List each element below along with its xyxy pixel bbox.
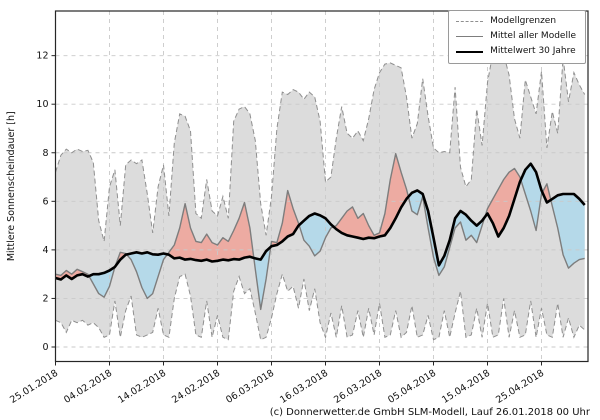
- y-tick-label: 0: [42, 342, 48, 353]
- legend: Modellgrenzen Mittel aller Modelle Mitte…: [448, 10, 586, 64]
- x-tick-label: 14.02.2018: [116, 368, 168, 406]
- x-tick-label: 05.04.2018: [386, 368, 438, 406]
- model-min-line: [55, 272, 586, 341]
- copyright-text: (c) Donnerwetter.de GmbH SLM-Modell, Lau…: [269, 407, 590, 418]
- legend-item-mittelwert-30-jahre: Mittelwert 30 Jahre: [456, 45, 576, 58]
- y-tick-label: 2: [42, 293, 48, 304]
- y-tick-label: 6: [42, 196, 48, 207]
- x-tick-label: 25.04.2018: [494, 368, 546, 406]
- above-average-fill: [484, 168, 521, 237]
- y-axis-label: Mittlere Sonnenscheindauer [h]: [6, 111, 17, 261]
- y-tick-label: 12: [36, 51, 48, 62]
- x-tick-label: 25.01.2018: [8, 368, 60, 406]
- x-tick-label: 04.02.2018: [62, 368, 114, 406]
- above-average-fill: [167, 202, 254, 262]
- below-average-fill: [520, 163, 543, 231]
- legend-item-mittel-aller-modelle: Mittel aller Modelle: [456, 30, 576, 43]
- plot-border: [54, 10, 589, 363]
- legend-item-modellgrenzen: Modellgrenzen: [456, 15, 576, 28]
- x-tick-label: 26.03.2018: [332, 368, 384, 406]
- gray-line-icon: [456, 36, 484, 37]
- y-tick-label: 8: [42, 148, 48, 159]
- legend-label: Mittelwert 30 Jahre: [490, 46, 576, 56]
- y-tick-label: 10: [36, 99, 48, 110]
- y-tick-label: 4: [42, 245, 48, 256]
- x-tick-label: 15.04.2018: [440, 368, 492, 406]
- model-max-line: [55, 52, 586, 242]
- black-line-icon: [456, 50, 484, 53]
- ensemble-mean-line: [55, 153, 585, 311]
- legend-label: Mittel aller Modelle: [490, 31, 576, 41]
- above-average-fill: [270, 190, 300, 247]
- below-average-fill: [299, 213, 334, 256]
- above-average-fill: [333, 153, 409, 239]
- below-average-fill: [126, 252, 168, 299]
- legend-label: Modellgrenzen: [490, 16, 557, 26]
- x-tick-label: 24.02.2018: [170, 368, 222, 406]
- climate-mean-line: [55, 162, 586, 281]
- dashed-line-icon: [456, 21, 484, 22]
- below-average-fill: [253, 247, 271, 310]
- x-tick-label: 16.03.2018: [278, 368, 330, 406]
- x-tick-label: 06.03.2018: [224, 368, 276, 406]
